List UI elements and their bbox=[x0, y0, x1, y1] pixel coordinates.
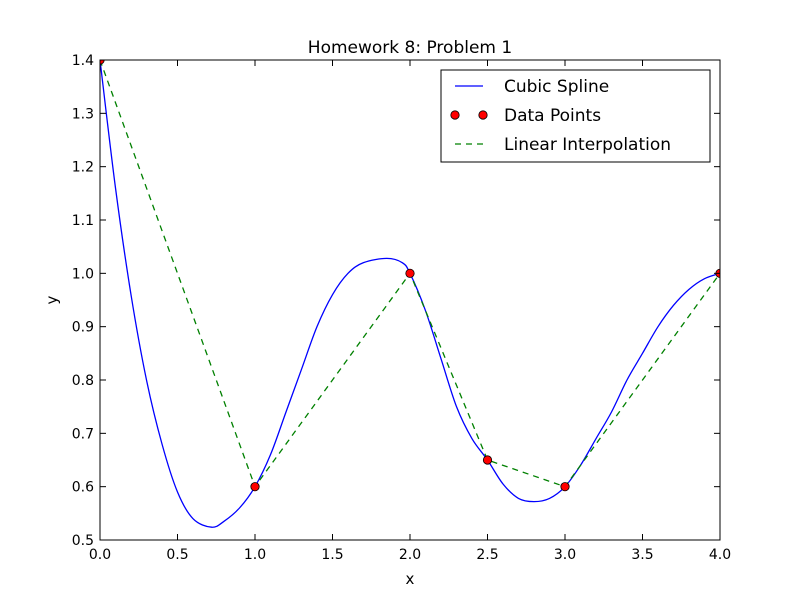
series-group bbox=[100, 60, 720, 528]
x-axis-label: x bbox=[406, 570, 415, 588]
legend-label: Linear Interpolation bbox=[504, 135, 671, 155]
y-tick-label: 1.4 bbox=[72, 53, 94, 69]
y-tick-label: 0.5 bbox=[72, 533, 94, 549]
data-point-marker bbox=[405, 268, 415, 278]
y-axis-label: y bbox=[43, 295, 61, 304]
x-tick-label: 1.0 bbox=[244, 547, 266, 563]
series-line-linear-interpolation bbox=[100, 60, 720, 489]
x-tick-label: 1.5 bbox=[321, 547, 343, 563]
y-tick-label: 1.0 bbox=[72, 266, 94, 282]
y-tick-label: 0.8 bbox=[72, 373, 94, 389]
axis-ticks: 0.0 0.5 1.0 1.5 2.0 2.5 3.0 3.5 4.00.50.60.70.80… bbox=[72, 53, 731, 563]
legend: Cubic Spline Data Points Linear Interpolat… bbox=[440, 69, 711, 163]
data-point-marker bbox=[482, 455, 493, 465]
series-line-cubic-spline bbox=[100, 60, 720, 528]
plot-area bbox=[100, 60, 720, 528]
y-tick-label: 0.9 bbox=[72, 320, 94, 336]
x-tick-label: 3.5 bbox=[631, 547, 653, 563]
x-tick-label: 4.0 bbox=[709, 547, 731, 563]
data-point-marker bbox=[560, 482, 570, 492]
x-tick-label: 2.0 bbox=[399, 547, 421, 563]
legend-swatch-data-points bbox=[478, 110, 488, 120]
y-tick-label: 1.1 bbox=[72, 213, 94, 229]
y-tick-label: 1.2 bbox=[72, 160, 94, 176]
x-tick-label: 3.0 bbox=[554, 547, 576, 563]
chart-title: Homework 8: Problem 1 bbox=[308, 38, 512, 58]
legend-swatch-data-points bbox=[450, 110, 460, 120]
legend-label: Cubic Spline bbox=[504, 77, 609, 97]
x-tick-label: 0.5 bbox=[166, 547, 188, 563]
y-tick-label: 0.6 bbox=[72, 480, 94, 496]
legend-label: Data Points bbox=[504, 106, 601, 126]
x-tick-label: 0.0 bbox=[89, 547, 111, 563]
x-tick-label: 2.5 bbox=[476, 547, 498, 563]
y-tick-label: 0.7 bbox=[72, 426, 94, 442]
y-tick-label: 1.3 bbox=[72, 106, 94, 122]
data-point-marker bbox=[250, 482, 260, 492]
